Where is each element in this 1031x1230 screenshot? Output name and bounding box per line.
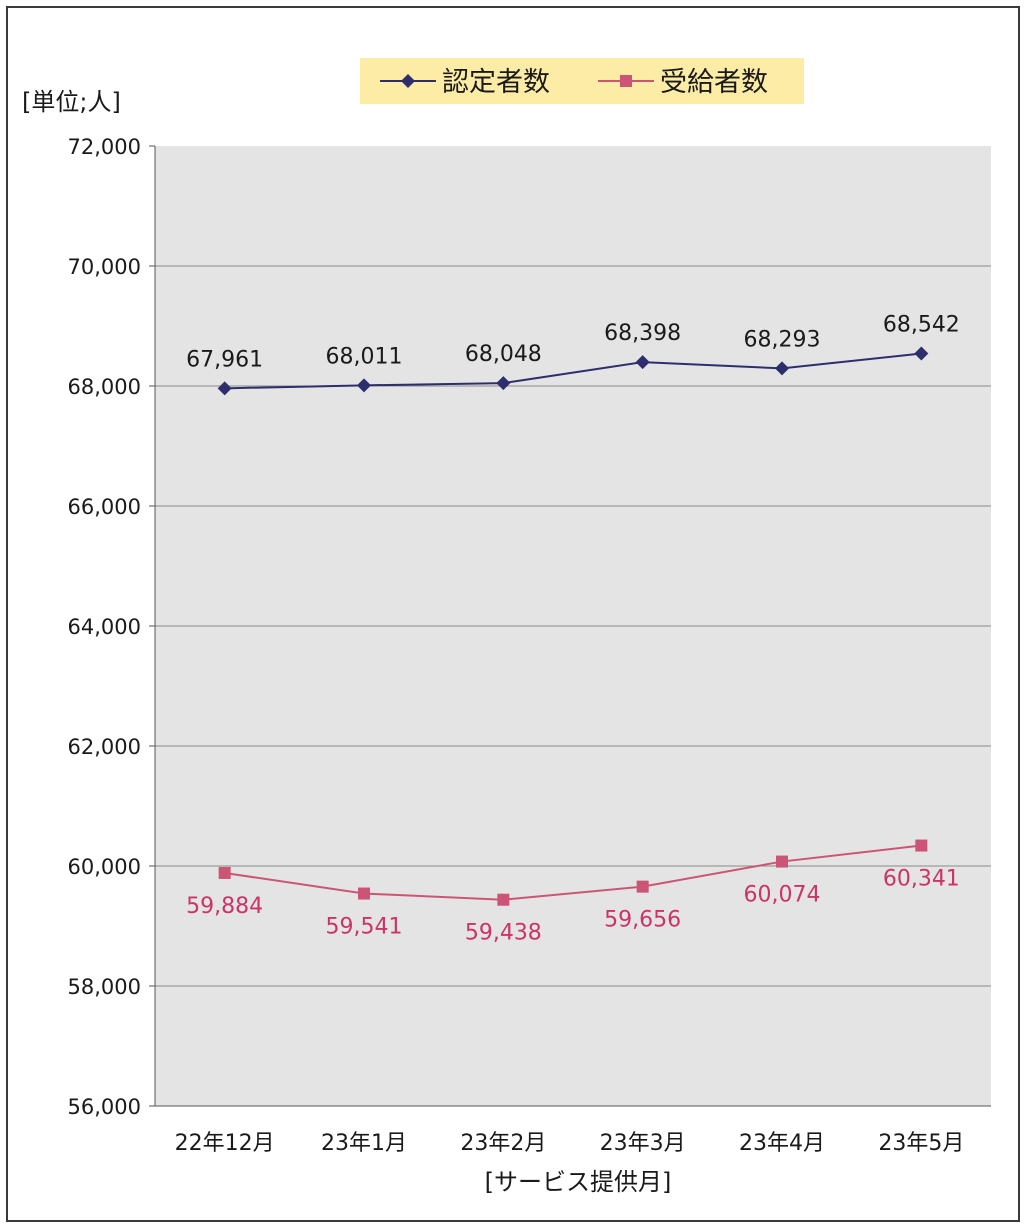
x-tick-label: 23年4月 (739, 1131, 825, 1156)
data-point (218, 866, 231, 879)
data-point (775, 361, 789, 376)
data-label: 68,293 (744, 327, 821, 352)
y-tick-label: 62,000 (68, 735, 141, 759)
y-axis-label: [単位;人] (22, 88, 121, 116)
data-label: 68,398 (604, 321, 681, 346)
data-point (636, 880, 649, 893)
data-label: 60,074 (744, 883, 821, 908)
data-label: 59,656 (604, 908, 681, 933)
data-label: 59,438 (465, 921, 542, 946)
x-tick-labels: 22年12月 23年1月 23年2月 23年3月 23年4月 23年5月 (175, 1131, 965, 1156)
data-point (217, 381, 232, 396)
legend-label: 受給者数 (660, 67, 768, 98)
x-tick-label: 22年12月 (175, 1131, 275, 1156)
data-label: 68,011 (326, 344, 403, 369)
series-2: 59,884 59,541 59,438 59,656 60,074 60,341 (186, 839, 960, 946)
data-label: 59,884 (186, 894, 263, 919)
series-1: 67,961 68,011 68,048 68,398 68,293 68,542 (186, 312, 960, 396)
y-tick-label: 56,000 (68, 1095, 141, 1119)
legend: 認定者数 受給者数 (360, 58, 804, 104)
data-label: 68,542 (883, 312, 960, 337)
data-point (914, 346, 929, 361)
y-tick-labels: 56,000 58,000 60,000 62,000 64,000 66,000 68,0… (68, 135, 155, 1119)
y-tick-label: 72,000 (68, 135, 141, 159)
y-tick-label: 64,000 (68, 615, 141, 639)
data-label: 68,048 (465, 342, 542, 367)
data-point (358, 887, 370, 900)
x-tick-label: 23年2月 (460, 1131, 546, 1156)
line-chart: 56,000 58,000 60,000 62,000 64,000 66,000 68,0… (22, 58, 991, 1196)
data-point (635, 355, 650, 370)
data-label: 67,961 (186, 347, 263, 372)
y-tick-label: 58,000 (68, 975, 141, 999)
data-point (915, 839, 928, 852)
y-tick-label: 66,000 (68, 495, 141, 519)
legend-marker (401, 74, 415, 88)
y-tick-label: 70,000 (68, 255, 141, 279)
series-layer: 67,961 68,011 68,048 68,398 68,293 68,542 59,8… (186, 312, 960, 945)
data-point (776, 855, 788, 868)
legend-label: 認定者数 (442, 67, 550, 98)
series-line (224, 352, 922, 390)
x-tick-label: 23年3月 (600, 1131, 686, 1156)
data-label: 59,541 (326, 915, 403, 940)
x-axis-label: [サービス提供月] (485, 1168, 672, 1196)
x-tick-label: 23年5月 (878, 1131, 964, 1156)
data-point (496, 376, 511, 391)
legend-marker (620, 75, 632, 87)
series-line (224, 844, 922, 901)
data-label: 60,341 (883, 867, 960, 892)
chart-frame: 56,000 58,000 60,000 62,000 64,000 66,000 68,0… (6, 6, 1020, 1222)
y-tick-label: 68,000 (68, 375, 141, 399)
x-tick-label: 23年1月 (321, 1131, 407, 1156)
y-tick-label: 60,000 (68, 855, 141, 879)
data-point (357, 378, 371, 393)
grid-lines (155, 265, 991, 987)
data-point (497, 893, 510, 906)
